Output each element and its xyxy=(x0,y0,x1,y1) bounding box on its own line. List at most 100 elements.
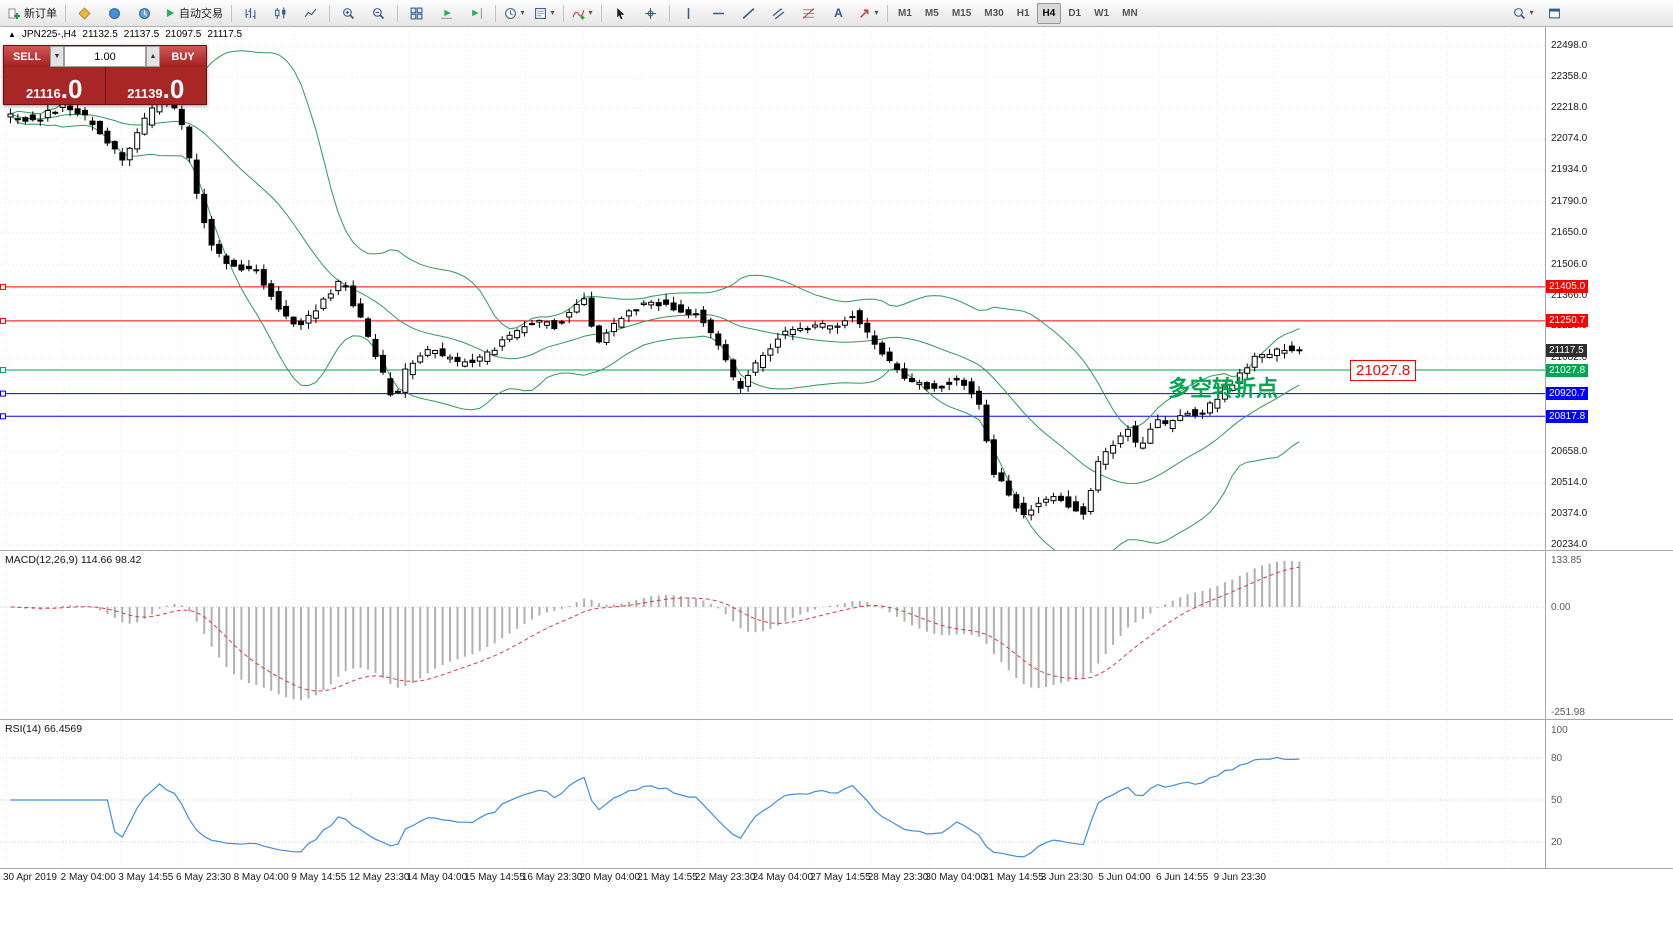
price-chart-canvas[interactable] xyxy=(0,27,1673,550)
candlestick-icon xyxy=(275,7,286,19)
macd-signal-value: 98.42 xyxy=(115,554,142,566)
new-chart-icon xyxy=(78,6,91,20)
vertical-line-button[interactable] xyxy=(674,1,703,25)
timeframe-mn-button[interactable]: MN xyxy=(1122,7,1138,19)
timeframe-h1-button[interactable]: H1 xyxy=(1016,7,1030,19)
date-axis-label: 5 Jun 04:00 xyxy=(1098,872,1151,883)
date-axis-label: 27 May 14:55 xyxy=(810,872,871,883)
tile-windows-icon xyxy=(410,7,423,19)
fullscreen-button[interactable] xyxy=(1540,1,1569,25)
search-button[interactable]: ▾ xyxy=(1509,1,1538,25)
timeframe-d1-button[interactable]: D1 xyxy=(1068,7,1082,19)
volume-input[interactable]: 1.00 xyxy=(64,46,146,67)
price-axis-border xyxy=(1545,27,1546,869)
volume-stepper-up[interactable]: ▲ xyxy=(146,46,160,67)
date-axis-label: 22 May 23:30 xyxy=(694,872,756,883)
stepper-up-icon: ▲ xyxy=(149,53,157,60)
date-axis-label: 24 May 04:00 xyxy=(752,872,814,883)
bar-chart-button[interactable] xyxy=(236,1,265,25)
new-order-icon xyxy=(8,8,20,19)
date-axis-label: 31 May 14:55 xyxy=(983,872,1044,883)
rsi-name: RSI(14) xyxy=(5,723,42,735)
buy-price-button[interactable]: 21139 .0 xyxy=(105,67,206,104)
macd-axis-min-label: -251.98 xyxy=(1551,707,1585,718)
dropdown-caret-icon: ▾ xyxy=(520,8,525,17)
line-chart-button[interactable] xyxy=(296,1,325,25)
rsi-axis-label: 20 xyxy=(1551,837,1563,848)
timeframe-w1-button[interactable]: W1 xyxy=(1094,7,1110,19)
toolbar-separator xyxy=(231,4,232,22)
symbol-name: JPN225-,H4 xyxy=(21,29,77,40)
macd-axis-max-label: 133.85 xyxy=(1551,555,1582,566)
sell-price-button[interactable]: 21116 .0 xyxy=(4,67,105,104)
sell-price-main: 21116 xyxy=(26,85,61,101)
horizontal-line-icon xyxy=(713,12,724,14)
timeframe-m5-button[interactable]: M5 xyxy=(924,7,939,19)
macd-indicator-canvas[interactable] xyxy=(0,551,1673,719)
zoom-out-icon xyxy=(373,7,385,19)
buy-price-frac: .0 xyxy=(162,74,185,104)
volume-stepper-down[interactable]: ▼ xyxy=(50,46,64,67)
date-axis-label: 21 May 14:55 xyxy=(637,872,698,883)
date-axis-label: 12 May 23:30 xyxy=(348,872,410,883)
dropdown-caret-icon: ▾ xyxy=(588,8,593,17)
toolbar-separator xyxy=(495,4,496,22)
toolbar-separator xyxy=(887,4,888,22)
indicators-button[interactable]: ▾ xyxy=(568,1,597,25)
bar-chart-icon xyxy=(245,7,256,19)
periods-clock-icon xyxy=(505,7,517,19)
auto-scroll-button[interactable] xyxy=(432,1,461,25)
date-axis-label: 14 May 04:00 xyxy=(406,872,468,883)
price-axis-label: 21790.0 xyxy=(1551,196,1588,208)
timeframe-h4-button[interactable]: H4 xyxy=(1036,2,1062,24)
text-tool-button[interactable]: A xyxy=(824,1,853,25)
cursor-button[interactable] xyxy=(606,1,635,25)
equidistant-channel-button[interactable] xyxy=(764,1,793,25)
autotrading-button[interactable]: 自动交易 xyxy=(160,1,227,25)
date-axis-label: 9 Jun 23:30 xyxy=(1213,872,1266,883)
date-axis-label: 2 May 04:00 xyxy=(60,872,116,883)
templates-button[interactable]: ▾ xyxy=(530,1,559,25)
arrows-tool-button[interactable]: ▾ xyxy=(854,1,883,25)
fibonacci-button[interactable] xyxy=(794,1,823,25)
rsi-indicator-canvas[interactable] xyxy=(0,720,1673,868)
level-price-label: 21027.8 xyxy=(1546,363,1589,377)
ohlc-high: 21137.5 xyxy=(123,29,160,40)
trendline-button[interactable] xyxy=(734,1,763,25)
sell-button[interactable]: SELL xyxy=(4,46,50,67)
crosshair-button[interactable] xyxy=(636,1,665,25)
new-chart-button[interactable] xyxy=(70,1,99,25)
price-axis-label: 21650.0 xyxy=(1551,226,1588,238)
price-axis-label: 20234.0 xyxy=(1551,539,1588,550)
level-price-label: 21405.0 xyxy=(1546,280,1589,294)
periods-button[interactable]: ▾ xyxy=(500,1,529,25)
panel-separator[interactable] xyxy=(0,719,1673,720)
zoom-out-button[interactable] xyxy=(364,1,393,25)
fullscreen-icon xyxy=(1549,8,1560,18)
timeframe-m15-button[interactable]: M15 xyxy=(951,7,972,19)
new-order-button[interactable]: 新订单 xyxy=(4,1,61,25)
timeframe-m1-button[interactable]: M1 xyxy=(898,7,912,19)
rsi-axis-label: 50 xyxy=(1551,795,1563,806)
main-toolbar: 新订单 自动交易 xyxy=(0,0,1673,27)
date-axis-label: 6 May 23:30 xyxy=(175,872,231,883)
price-axis-label: 20658.0 xyxy=(1551,445,1588,457)
channel-icon xyxy=(772,7,785,19)
chart-shift-icon xyxy=(472,7,482,19)
horizontal-line-button[interactable] xyxy=(704,1,733,25)
one-click-trading-panel: SELL ▼ 1.00 ▲ BUY 21116 .0 21139 .0 xyxy=(3,45,207,105)
price-axis-label: 21506.0 xyxy=(1551,258,1588,270)
date-axis-label: 3 May 14:55 xyxy=(118,872,174,883)
tile-windows-button[interactable] xyxy=(402,1,431,25)
timeframe-m30-button[interactable]: M30 xyxy=(984,7,1004,19)
candlestick-chart-button[interactable] xyxy=(266,1,295,25)
chart-shift-button[interactable] xyxy=(462,1,491,25)
buy-button[interactable]: BUY xyxy=(160,46,206,67)
zoom-in-button[interactable] xyxy=(334,1,363,25)
macd-main-value: 114.66 xyxy=(80,554,113,566)
profiles-button[interactable] xyxy=(100,1,129,25)
data-window-button[interactable] xyxy=(130,1,159,25)
search-icon xyxy=(1514,7,1526,19)
panel-separator[interactable] xyxy=(0,550,1673,551)
